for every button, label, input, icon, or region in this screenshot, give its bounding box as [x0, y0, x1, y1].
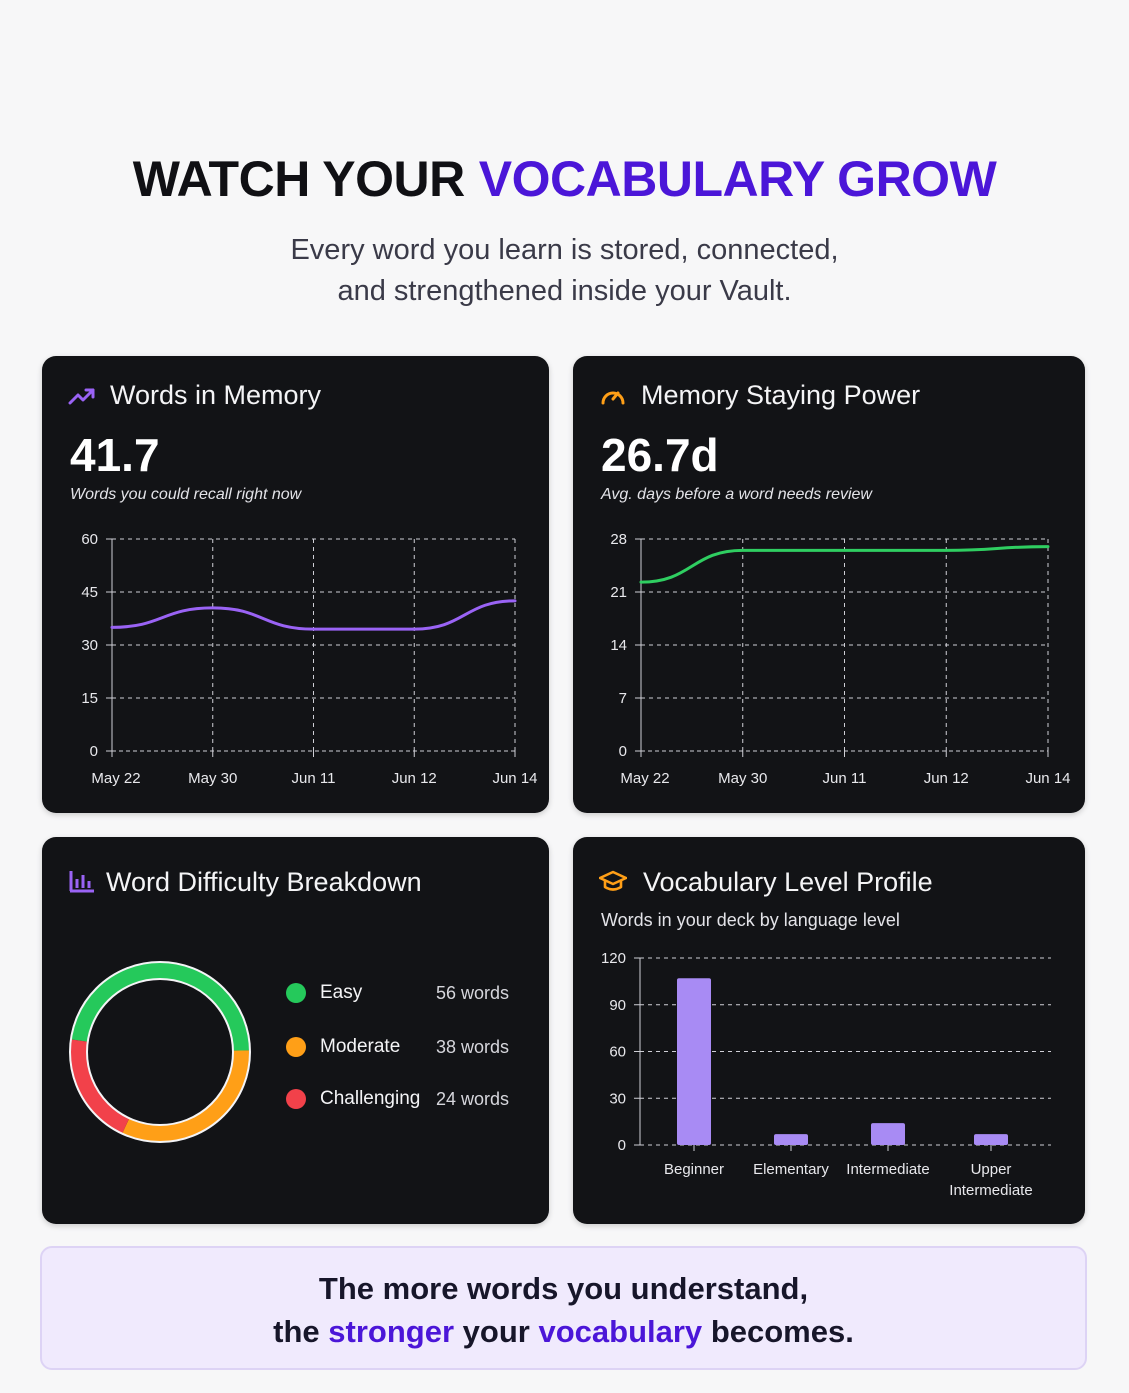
word-difficulty-card: Word Difficulty Breakdown Easy 56 words … — [42, 837, 549, 1224]
vocabulary-level-card: Vocabulary Level Profile Words in your d… — [573, 837, 1085, 1224]
legend-value: 24 words — [436, 1088, 510, 1109]
x-tick-label: May 30 — [188, 770, 237, 787]
legend-item-challenging: Challenging 24 words — [286, 1084, 509, 1114]
legend-label: Easy — [320, 982, 363, 1003]
x-tick-label: May 22 — [91, 770, 140, 787]
legend-dot-easy — [286, 983, 306, 1003]
footer-accent: vocabulary — [538, 1314, 703, 1349]
x-tick-label: Jun 11 — [823, 770, 867, 787]
gauge-icon — [601, 391, 625, 405]
subtitle-line2: and strengthened inside your Vault. — [337, 275, 792, 307]
vocabulary-level-bar-chart: 0 30 60 90 120 Beginner Elementary Intermediate… — [601, 950, 1051, 1199]
card-title: Words in Memory — [110, 380, 322, 410]
footer-accent: stronger — [328, 1314, 455, 1349]
y-tick-label: 0 — [619, 743, 627, 760]
metric-value: 41.7 — [70, 429, 160, 481]
donut-outer-ring — [69, 961, 251, 1143]
card-title: Word Difficulty Breakdown — [106, 867, 422, 897]
trending-up-icon — [68, 388, 95, 405]
bar-3 — [974, 1134, 1008, 1145]
legend-label: Challenging — [320, 1088, 421, 1109]
legend-value: 56 words — [436, 982, 510, 1003]
legend-label: Moderate — [320, 1036, 401, 1057]
graduation-cap-icon — [599, 870, 627, 891]
difficulty-donut-chart — [69, 961, 251, 1143]
x-tick-label: Jun 12 — [924, 770, 969, 787]
x-tick-label: Jun 14 — [1025, 770, 1070, 787]
bar-1 — [774, 1134, 808, 1145]
words-in-memory-chart: 0 15 30 45 60 May 22 May 30 Jun 11 Jun 12 Jun 14 — [81, 531, 537, 787]
x-tick-label: Elementary — [753, 1161, 829, 1178]
y-tick-label: 30 — [609, 1090, 626, 1107]
x-tick-label: Upper Intermediate — [949, 1161, 1032, 1199]
footer-line2: the stronger your vocabulary becomes. — [42, 1310, 1085, 1353]
x-tick-label: May 30 — [718, 770, 767, 787]
footer-line1: The more words you understand, — [318, 1271, 809, 1306]
metric-value: 26.7d — [601, 429, 719, 481]
y-tick-label: 15 — [81, 690, 98, 707]
x-tick-label: Intermediate — [846, 1161, 929, 1178]
bar-0 — [677, 978, 711, 1145]
donut-inner-ring — [86, 978, 234, 1126]
y-tick-label: 60 — [609, 1044, 626, 1061]
y-tick-label: 21 — [610, 584, 627, 601]
memory-staying-power-chart: 0 7 14 21 28 May 22 May 30 Jun 11 Jun 12 Jun 14 — [610, 531, 1070, 787]
card-title: Memory Staying Power — [641, 380, 921, 410]
bar-chart-icon — [69, 871, 94, 893]
legend-item-easy: Easy 56 words — [286, 978, 509, 1008]
legend-value: 38 words — [436, 1036, 510, 1057]
legend-dot-challenging — [286, 1089, 306, 1109]
y-tick-label: 7 — [619, 690, 627, 707]
card-subtitle: Words in your deck by language level — [601, 910, 900, 930]
page-headline: WATCH YOUR VOCABULARY GROW — [0, 150, 1129, 208]
donut-slice-moderate — [122, 1050, 250, 1142]
x-tick-label: Jun 11 — [292, 770, 336, 787]
bar-2 — [871, 1123, 905, 1145]
y-tick-label: 45 — [81, 584, 98, 601]
x-tick-label: Jun 12 — [392, 770, 437, 787]
subtitle-line1: Every word you learn is stored, connecte… — [290, 234, 839, 266]
y-tick-label: 0 — [618, 1137, 626, 1154]
y-tick-label: 28 — [610, 531, 627, 548]
x-tick-label: May 22 — [620, 770, 669, 787]
headline-part2: VOCABULARY GROW — [478, 151, 997, 207]
y-tick-label: 14 — [610, 637, 627, 654]
y-tick-label: 0 — [90, 743, 98, 760]
footer-text: becomes. — [710, 1314, 854, 1349]
memory-staying-power-card: Memory Staying Power 26.7d Avg. days bef… — [573, 356, 1085, 813]
x-tick-label: Beginner — [664, 1161, 724, 1178]
words-in-memory-card: Words in Memory 41.7 Words you could rec… — [42, 356, 549, 813]
legend-item-moderate: Moderate 38 words — [286, 1032, 509, 1062]
donut-slice-easy — [70, 962, 250, 1051]
y-tick-label: 60 — [81, 531, 98, 548]
y-tick-label: 30 — [81, 637, 98, 654]
x-tick-label: Jun 14 — [492, 770, 537, 787]
card-title: Vocabulary Level Profile — [643, 867, 933, 897]
footer-text: the — [273, 1314, 320, 1349]
footer-banner: The more words you understand, the stron… — [40, 1246, 1087, 1370]
donut-slice-challenging — [70, 1039, 130, 1134]
footer-text: your — [462, 1314, 530, 1349]
headline-part1: WATCH YOUR — [132, 151, 466, 207]
page-subtitle: Every word you learn is stored, connecte… — [0, 230, 1129, 312]
y-tick-label: 120 — [601, 950, 626, 967]
legend-dot-moderate — [286, 1037, 306, 1057]
metric-caption: Words you could recall right now — [70, 486, 302, 503]
y-tick-label: 90 — [609, 997, 626, 1014]
metric-caption: Avg. days before a word needs review — [601, 486, 872, 503]
